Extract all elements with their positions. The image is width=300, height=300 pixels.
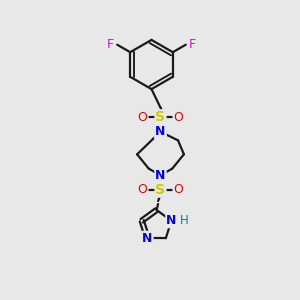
Text: F: F xyxy=(107,38,114,51)
Text: O: O xyxy=(138,111,147,124)
Text: S: S xyxy=(155,183,166,196)
Text: N: N xyxy=(155,125,166,138)
Text: S: S xyxy=(155,110,166,124)
Text: O: O xyxy=(174,183,183,196)
Text: O: O xyxy=(138,183,147,196)
Text: N: N xyxy=(142,232,153,245)
Text: O: O xyxy=(174,111,183,124)
Text: F: F xyxy=(189,38,196,51)
Text: N: N xyxy=(155,125,166,138)
Text: N: N xyxy=(155,169,166,182)
Text: H: H xyxy=(180,214,188,227)
Text: N: N xyxy=(166,214,177,227)
